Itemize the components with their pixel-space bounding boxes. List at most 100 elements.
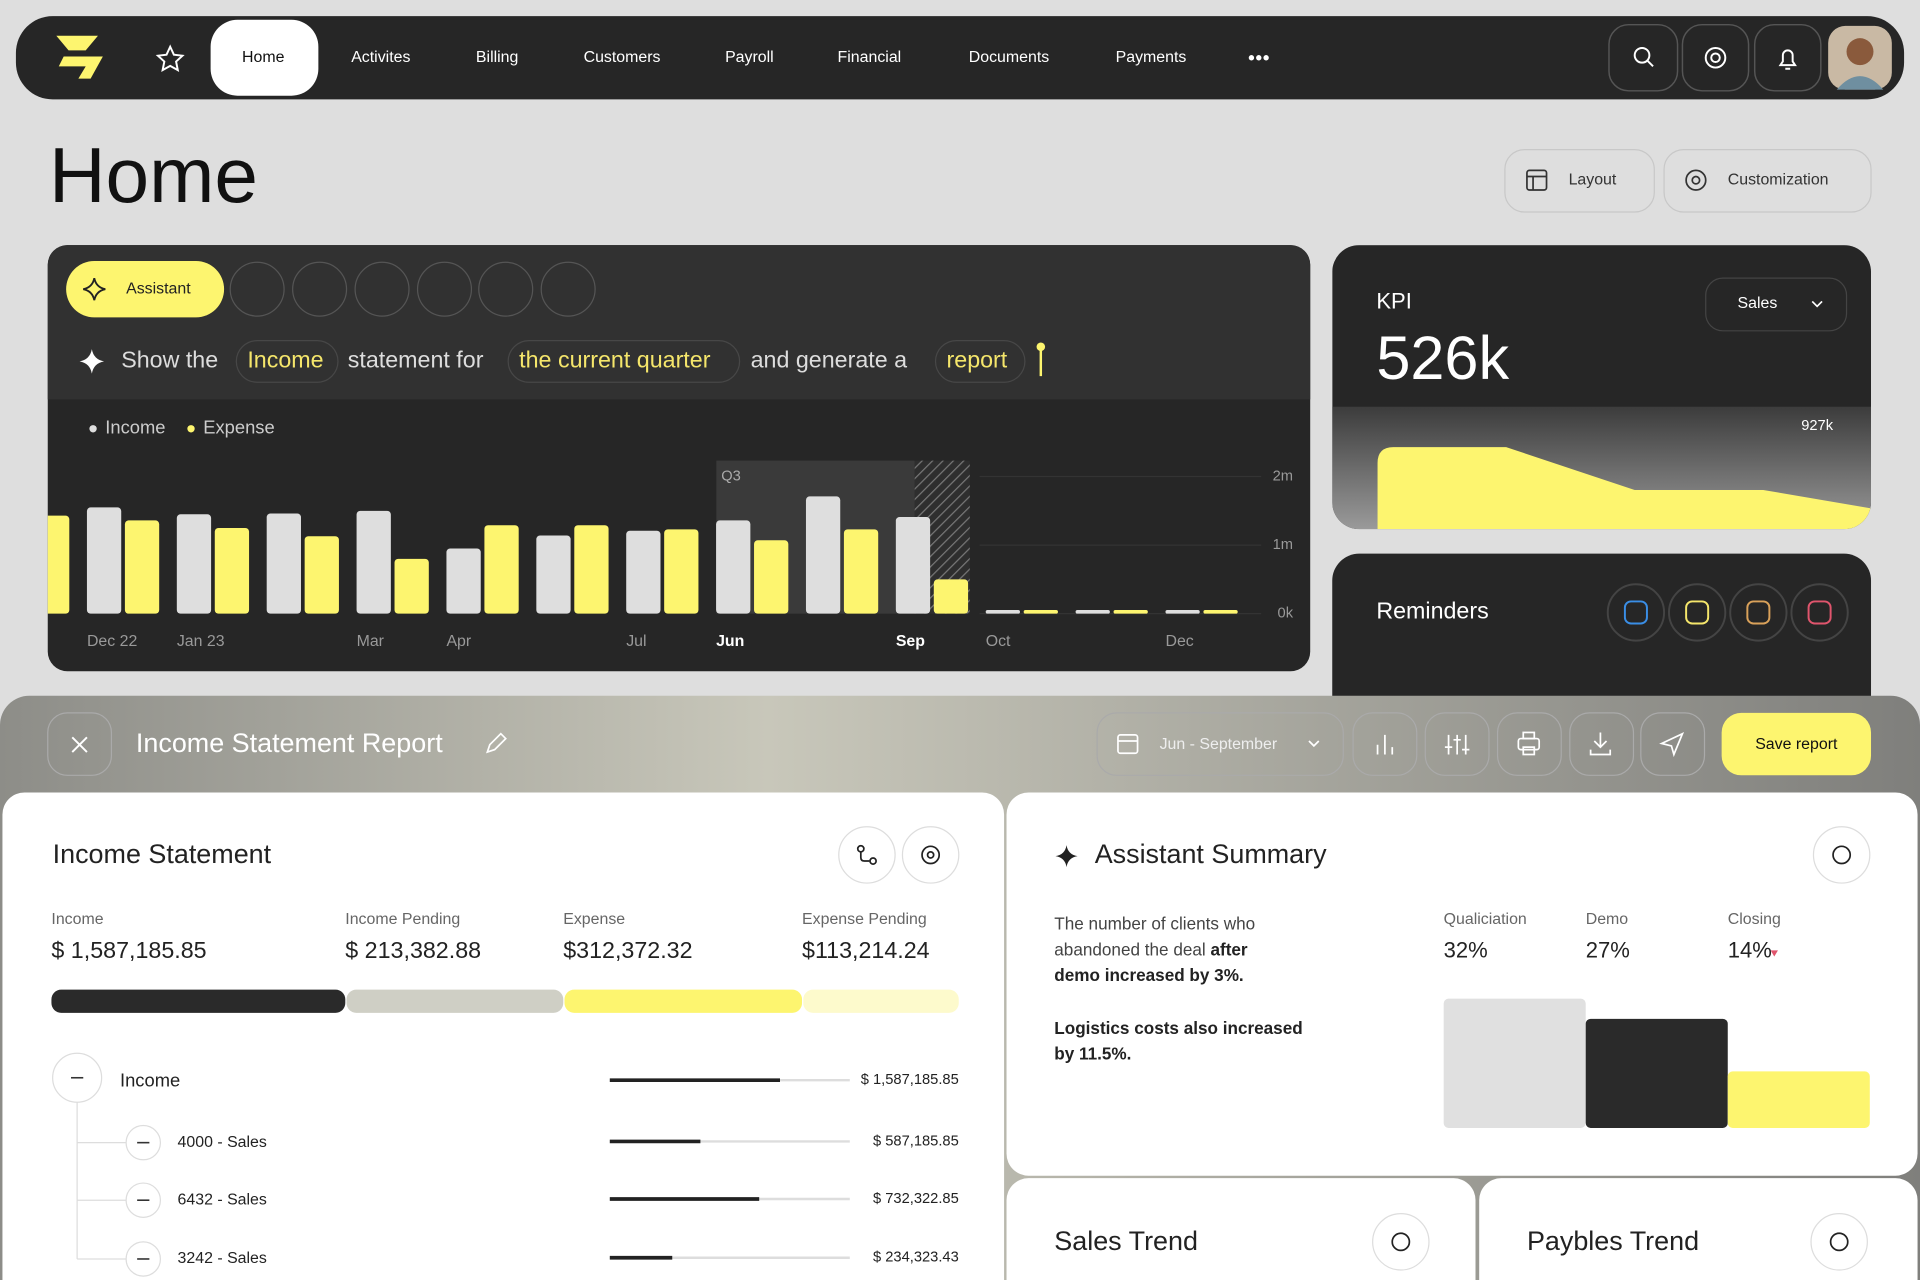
edit-icon[interactable] (485, 732, 507, 754)
nav-item[interactable]: Home (242, 49, 285, 66)
notifications-button[interactable] (1753, 23, 1822, 92)
customization-button[interactable] (1663, 148, 1872, 213)
x-tick-label: Mar (357, 633, 385, 650)
row-label: 6432 - Sales (178, 1191, 267, 1208)
nav-item[interactable]: Documents (969, 49, 1049, 66)
x-tick-label: Jan 23 (177, 633, 225, 650)
y-tick-label: 2m (1273, 468, 1293, 484)
report-tools[interactable] (1352, 712, 1706, 776)
search-button[interactable] (1608, 23, 1679, 92)
action-label[interactable]: Layout (1569, 171, 1617, 188)
reminder-filters[interactable] (1606, 583, 1849, 642)
report-title: Income Statement Report (136, 728, 443, 758)
y-tick-label: 1m (1273, 537, 1293, 553)
save-button[interactable] (1721, 712, 1872, 776)
help-button[interactable] (1681, 23, 1750, 92)
y-tick-label: 0k (1278, 606, 1294, 622)
action-label[interactable]: Customization (1728, 171, 1829, 188)
prompt-chip[interactable] (235, 339, 339, 383)
metric-bar (1443, 998, 1586, 1128)
trend-settings[interactable] (1372, 1213, 1868, 1271)
bar (484, 525, 519, 614)
row-amount: $ 732,322.85 (873, 1191, 959, 1207)
row-amount: $ 234,323.43 (873, 1250, 959, 1266)
bar (536, 535, 571, 614)
tool-button[interactable] (478, 261, 534, 317)
bar (1203, 610, 1238, 614)
assistant-button[interactable] (66, 261, 225, 318)
close-button[interactable] (47, 712, 113, 776)
x-tick-label: Apr (446, 633, 471, 650)
kpi-selector-label[interactable]: Sales (1738, 295, 1778, 312)
kpi-title: KPI (1376, 288, 1412, 313)
nav-item[interactable]: Payroll (725, 49, 774, 66)
metric-value: 32% (1444, 937, 1488, 962)
chevron (1811, 300, 1823, 308)
x-tick-label: Dec 22 (87, 633, 138, 650)
period-label[interactable]: Jun - September (1160, 736, 1278, 753)
down-indicator (1770, 950, 1778, 957)
legend-label: Income (105, 417, 165, 438)
bar (86, 507, 122, 614)
summary-label: Expense Pending (802, 911, 927, 928)
nav-item[interactable]: Customers (584, 49, 661, 66)
bar (304, 536, 339, 614)
bar (47, 515, 70, 614)
row-label: Income (120, 1069, 180, 1090)
summary-settings[interactable] (1812, 826, 1871, 884)
sales-trend-card (1006, 1178, 1476, 1280)
bar (446, 548, 481, 614)
save-label[interactable]: Save report (1755, 736, 1838, 753)
bar (1113, 610, 1148, 614)
tool-button[interactable] (229, 261, 285, 317)
bar (843, 529, 879, 614)
summary-sparkle (1055, 845, 1078, 868)
nav-item[interactable]: Payments (1116, 49, 1187, 66)
tool-button[interactable] (416, 261, 473, 317)
prompt-chip[interactable] (507, 339, 741, 383)
bar (574, 525, 609, 614)
metric-label: Demo (1586, 911, 1629, 928)
reminders-card (1332, 553, 1872, 726)
bar (626, 530, 661, 614)
prompt-text: Show the (121, 347, 218, 373)
distribution-bar (51, 989, 959, 1013)
tool-button[interactable] (540, 261, 596, 317)
summary-line: by 11.5%. (1054, 1043, 1131, 1063)
summary-line: Logistics costs also increased (1054, 1017, 1302, 1037)
tree-lines (76, 1102, 127, 1260)
metric-bar (1585, 1018, 1728, 1128)
bar (266, 513, 301, 614)
legend-dot (187, 425, 195, 433)
bar (1075, 610, 1110, 614)
kpi-selector[interactable] (1705, 277, 1848, 332)
report-icons (1117, 731, 1685, 758)
sparkle-icon (83, 277, 106, 301)
chart-area (47, 460, 1262, 615)
card-buttons[interactable] (838, 826, 960, 884)
metric-bar (1727, 1071, 1870, 1128)
nav-item[interactable]: Financial (838, 49, 902, 66)
close-icon (71, 736, 88, 753)
trend-gears (1391, 1232, 1849, 1252)
tool-button[interactable] (292, 261, 348, 317)
assistant-label[interactable]: Assistant (126, 280, 191, 297)
summary-text: after (1210, 939, 1247, 959)
tool-button[interactable] (354, 261, 410, 317)
nav-item[interactable]: Billing (476, 49, 518, 66)
more-icon[interactable] (1248, 55, 1269, 61)
favorite-icon[interactable] (155, 44, 185, 73)
nav-item[interactable]: Activites (351, 49, 410, 66)
period-selector[interactable] (1096, 712, 1344, 776)
logo[interactable] (56, 35, 103, 79)
gear-icon (1832, 845, 1852, 865)
prompt-chip[interactable] (934, 339, 1026, 383)
legend-label: Expense (203, 417, 274, 438)
nav-active-pill[interactable] (210, 19, 319, 96)
summary-value: $ 213,382.88 (345, 937, 481, 963)
x-tick-label: Jun (716, 633, 744, 650)
layout-button[interactable] (1504, 148, 1655, 213)
annotation: Q3 (721, 468, 741, 484)
x-tick-label: Sep (896, 633, 925, 650)
